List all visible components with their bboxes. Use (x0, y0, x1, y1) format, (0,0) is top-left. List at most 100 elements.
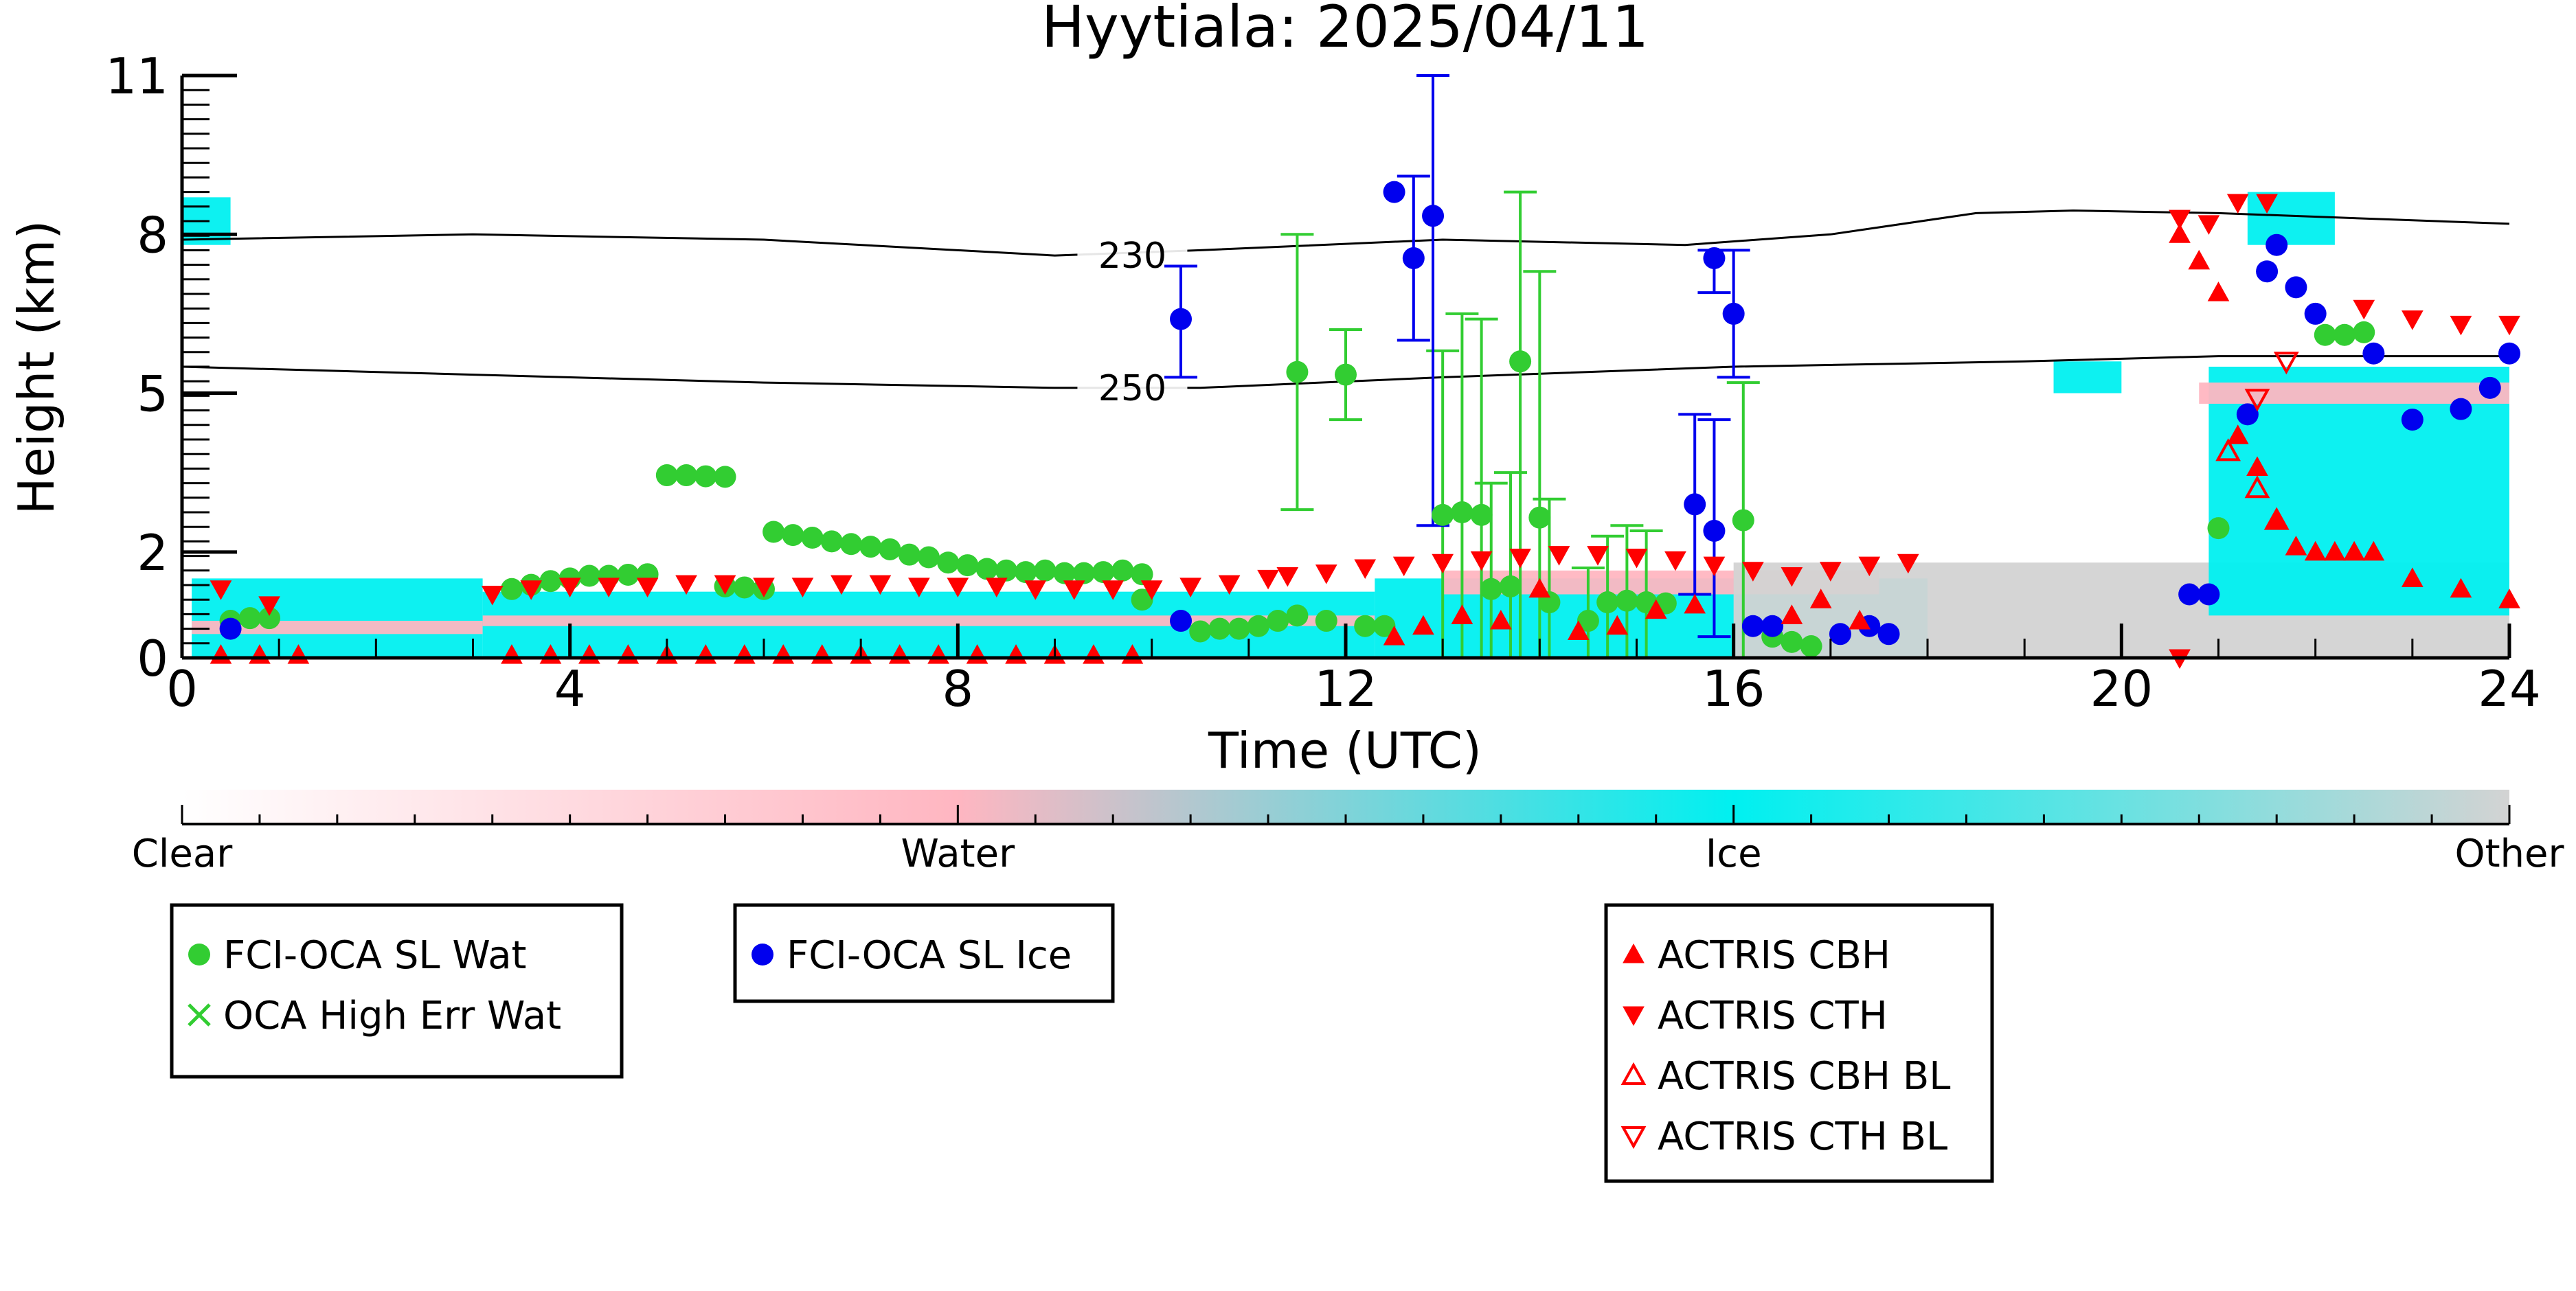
point-fci-oca-sl-wat (1732, 509, 1754, 532)
legend-entry-label: ACTRIS CBH BL (1658, 1054, 1950, 1099)
point-fci-oca-sl-wat (917, 546, 940, 569)
point-actris-cth (1276, 567, 1299, 587)
x-tick-label: 4 (554, 660, 586, 718)
point-actris-cth (1509, 549, 1531, 569)
point-fci-oca-sl-ice (2304, 302, 2327, 325)
y-axis-label: Height (km) (8, 220, 65, 515)
point-fci-oca-sl-ice (2236, 403, 2259, 426)
point-actris-cth (869, 575, 892, 595)
point-fci-oca-sl-wat (2314, 323, 2336, 346)
point-fci-oca-sl-ice (2498, 342, 2520, 365)
point-actris-cbh-bl (2263, 507, 2290, 530)
point-actris-cth (258, 596, 280, 616)
point-fci-oca-sl-ice (2178, 583, 2201, 606)
point-actris-cth (714, 575, 736, 595)
point-fci-oca-sl-wat (1596, 591, 1619, 614)
contour-label-bg (1077, 235, 1188, 277)
point-actris-cth (1063, 580, 1085, 600)
point-fci-oca-sl-wat (578, 564, 600, 587)
colorbar-label: Water (901, 832, 1016, 876)
point-actris-cbh (2207, 282, 2230, 301)
point-fci-oca-sl-wat (500, 578, 523, 600)
point-fci-oca-sl-wat (1286, 604, 1309, 627)
x-tick-label: 0 (166, 660, 198, 718)
point-fci-oca-sl-ice (2450, 398, 2472, 420)
point-actris-cbh (2169, 223, 2191, 243)
point-actris-cbh (2188, 249, 2211, 270)
point-fci-oca-sl-wat (1616, 589, 1638, 612)
legend-entry-label: ACTRIS CTH BL (1658, 1115, 1947, 1159)
point-actris-cth (831, 575, 852, 595)
legend-marker (1620, 1062, 1647, 1085)
point-fci-oca-sl-ice (1684, 493, 1706, 516)
point-fci-oca-sl-wat (2353, 321, 2375, 343)
point-fci-oca-sl-ice (2478, 376, 2501, 399)
point-actris-cth (558, 578, 581, 597)
x-tick-label: 20 (2090, 660, 2154, 718)
legend-marker (1623, 943, 1645, 963)
x-tick-label: 16 (1702, 660, 1765, 718)
point-fci-oca-sl-wat (655, 464, 678, 487)
point-fci-oca-sl-ice (1703, 519, 1726, 542)
point-fci-oca-sl-wat (1072, 562, 1095, 584)
point-actris-cth (2401, 310, 2424, 330)
point-actris-cth (1354, 559, 1377, 579)
point-fci-oca-sl-ice (1722, 302, 1745, 325)
point-actris-cth (2197, 215, 2220, 235)
point-fci-oca-sl-wat (1480, 578, 1502, 600)
point-fci-oca-sl-wat (694, 465, 717, 488)
point-fci-oca-sl-wat (879, 538, 901, 560)
point-actris-cth (675, 575, 697, 595)
point-fci-oca-sl-wat (762, 521, 785, 543)
data-points (210, 181, 2520, 670)
point-actris-cbh (2304, 540, 2327, 561)
point-fci-oca-sl-wat (1432, 503, 1454, 526)
point-actris-cth (2353, 299, 2375, 320)
point-fci-oca-sl-wat (2207, 517, 2230, 540)
y-tick-label: 11 (105, 47, 168, 105)
point-actris-cth-bl (2244, 389, 2270, 412)
colorbar-label: Clear (132, 832, 233, 876)
point-fci-oca-sl-ice (2256, 260, 2279, 283)
point-fci-oca-sl-wat (1131, 563, 1153, 586)
mask-region-ice (2053, 361, 2122, 393)
y-tick-label: 2 (137, 524, 168, 582)
point-fci-oca-sl-wat (1053, 562, 1076, 584)
legend-entry-label: ACTRIS CTH (1658, 994, 1888, 1038)
legend-entry-label: FCI-OCA SL Ice (787, 933, 1072, 978)
point-actris-cth (791, 578, 814, 597)
point-fci-oca-sl-wat (258, 607, 281, 630)
point-fci-oca-sl-ice (219, 617, 242, 640)
temperature-contours: 230 250 (181, 209, 2510, 409)
point-actris-cth (753, 578, 775, 597)
point-actris-cbh (1684, 593, 1706, 614)
contour-label-bg (1077, 367, 1188, 409)
point-fci-oca-sl-wat (1800, 635, 1822, 658)
point-actris-cth (1664, 551, 1686, 571)
point-fci-oca-sl-wat (801, 527, 824, 549)
point-fci-oca-sl-ice (1170, 610, 1193, 632)
point-fci-oca-sl-wat (859, 536, 882, 558)
x-tick-label: 8 (942, 660, 973, 718)
legend-marker (188, 944, 210, 966)
point-actris-cth (1392, 556, 1415, 577)
point-actris-cbh (1606, 615, 1629, 635)
point-fci-oca-sl-ice (1383, 181, 1405, 203)
point-fci-oca-sl-wat (1528, 506, 1551, 529)
contour-line-250 (181, 355, 2509, 389)
point-fci-oca-sl-ice (1761, 615, 1784, 637)
point-actris-cth (1742, 562, 1764, 582)
point-fci-oca-sl-ice (1170, 308, 1193, 330)
point-fci-oca-sl-wat (1451, 501, 1473, 523)
point-actris-cth (1315, 564, 1337, 584)
legend-marker (188, 1003, 211, 1027)
point-actris-cth (1218, 575, 1241, 595)
point-fci-oca-sl-wat (1354, 615, 1377, 637)
point-fci-oca-sl-wat (975, 558, 998, 580)
point-fci-oca-sl-wat (1015, 561, 1037, 584)
legend-marker (1623, 1006, 1645, 1027)
point-actris-cth (210, 580, 232, 600)
point-fci-oca-sl-wat (956, 554, 979, 577)
legend-entry-label: FCI-OCA SL Wat (223, 933, 527, 978)
